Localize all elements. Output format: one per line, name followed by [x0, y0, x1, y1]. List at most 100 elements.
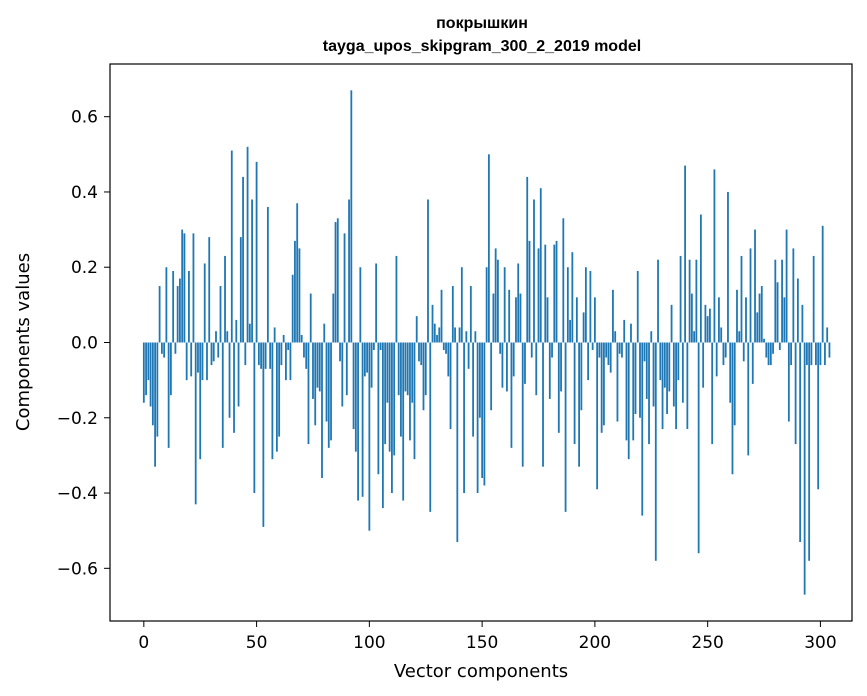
bar-series	[142, 90, 831, 595]
bar-250	[706, 316, 709, 343]
bar-114	[400, 342, 402, 437]
bar-173	[533, 199, 535, 343]
bar-231	[663, 342, 666, 388]
x-axis-ticks: 0 50 100 150 200 250 300	[138, 621, 837, 653]
bar-19	[185, 342, 188, 381]
bar-201	[596, 342, 599, 490]
bar-38	[228, 342, 231, 418]
bar-79	[321, 342, 323, 478]
x-tick-label: 250	[691, 633, 723, 653]
bar-108	[386, 342, 389, 403]
bar-267	[745, 297, 747, 343]
bar-133	[442, 342, 445, 351]
bar-270	[751, 342, 754, 384]
bar-181	[551, 342, 553, 358]
bar-183	[555, 240, 558, 343]
bar-236	[675, 342, 677, 430]
bar-303	[826, 327, 829, 343]
bar-189	[569, 319, 571, 343]
bar-278	[769, 342, 772, 366]
bar-203	[600, 342, 603, 433]
bar-220	[639, 342, 641, 418]
bar-82	[327, 342, 330, 448]
bar-45	[244, 342, 247, 366]
y-tick-label: −0.6	[57, 559, 98, 579]
bar-187	[564, 342, 567, 512]
bar-217	[632, 342, 635, 441]
bar-67	[294, 240, 296, 343]
bar-72	[305, 342, 308, 369]
bar-273	[758, 293, 761, 343]
bar-184	[557, 342, 560, 433]
bar-281	[776, 282, 779, 343]
bar-61	[280, 342, 283, 366]
bar-48	[251, 199, 253, 343]
bar-94	[354, 342, 357, 452]
bar-123	[420, 342, 423, 366]
bar-182	[553, 244, 556, 343]
bar-261	[731, 342, 734, 475]
bar-254	[715, 342, 718, 377]
bar-91	[348, 199, 350, 343]
bar-230	[661, 342, 664, 430]
bar-148	[476, 342, 479, 494]
bar-62	[282, 334, 285, 343]
bar-6	[156, 342, 159, 437]
bar-27	[203, 263, 206, 343]
bar-18	[183, 233, 186, 343]
bar-304	[828, 342, 831, 358]
bar-180	[548, 342, 551, 399]
bar-17	[181, 229, 184, 343]
bar-129	[433, 323, 436, 343]
x-tick-label: 0	[138, 633, 149, 653]
bar-156	[494, 248, 497, 343]
bar-216	[630, 323, 632, 343]
bar-225	[650, 331, 653, 343]
bar-150	[481, 342, 484, 478]
bar-112	[395, 255, 398, 343]
bar-292	[801, 304, 804, 343]
bar-44	[242, 176, 244, 343]
bar-159	[501, 342, 504, 388]
bar-168	[521, 342, 524, 467]
bar-24	[197, 342, 199, 373]
bar-280	[774, 259, 777, 343]
bar-32	[215, 331, 217, 343]
bar-118	[409, 342, 411, 441]
bar-258	[724, 342, 727, 358]
bar-200	[593, 297, 596, 343]
bar-285	[785, 229, 788, 343]
bar-137	[451, 286, 454, 343]
bar-228	[657, 259, 659, 343]
chart-title: покрышкин	[436, 15, 528, 32]
bar-282	[778, 342, 781, 351]
bar-30	[210, 342, 213, 366]
bar-205	[605, 342, 608, 358]
bar-124	[422, 342, 425, 411]
bar-35	[221, 342, 224, 448]
bar-155	[492, 293, 495, 343]
bar-66	[291, 274, 294, 343]
bar-246	[697, 342, 700, 554]
bar-23	[194, 342, 197, 505]
bar-263	[736, 289, 738, 343]
bar-286	[787, 342, 790, 422]
bar-84	[332, 293, 335, 343]
bar-154	[490, 342, 493, 411]
bar-295	[808, 342, 811, 561]
bar-240	[684, 165, 686, 343]
bar-290	[796, 278, 799, 343]
bar-134	[445, 342, 447, 354]
bar-65	[289, 342, 292, 381]
bar-77	[316, 342, 319, 388]
bar-299	[817, 342, 820, 490]
bar-140	[458, 327, 461, 343]
bar-204	[603, 342, 605, 426]
bar-73	[307, 342, 310, 445]
plot-frame	[109, 63, 853, 622]
bar-115	[402, 342, 405, 501]
bar-235	[672, 342, 675, 407]
bar-153	[487, 154, 490, 343]
bar-195	[582, 312, 585, 343]
